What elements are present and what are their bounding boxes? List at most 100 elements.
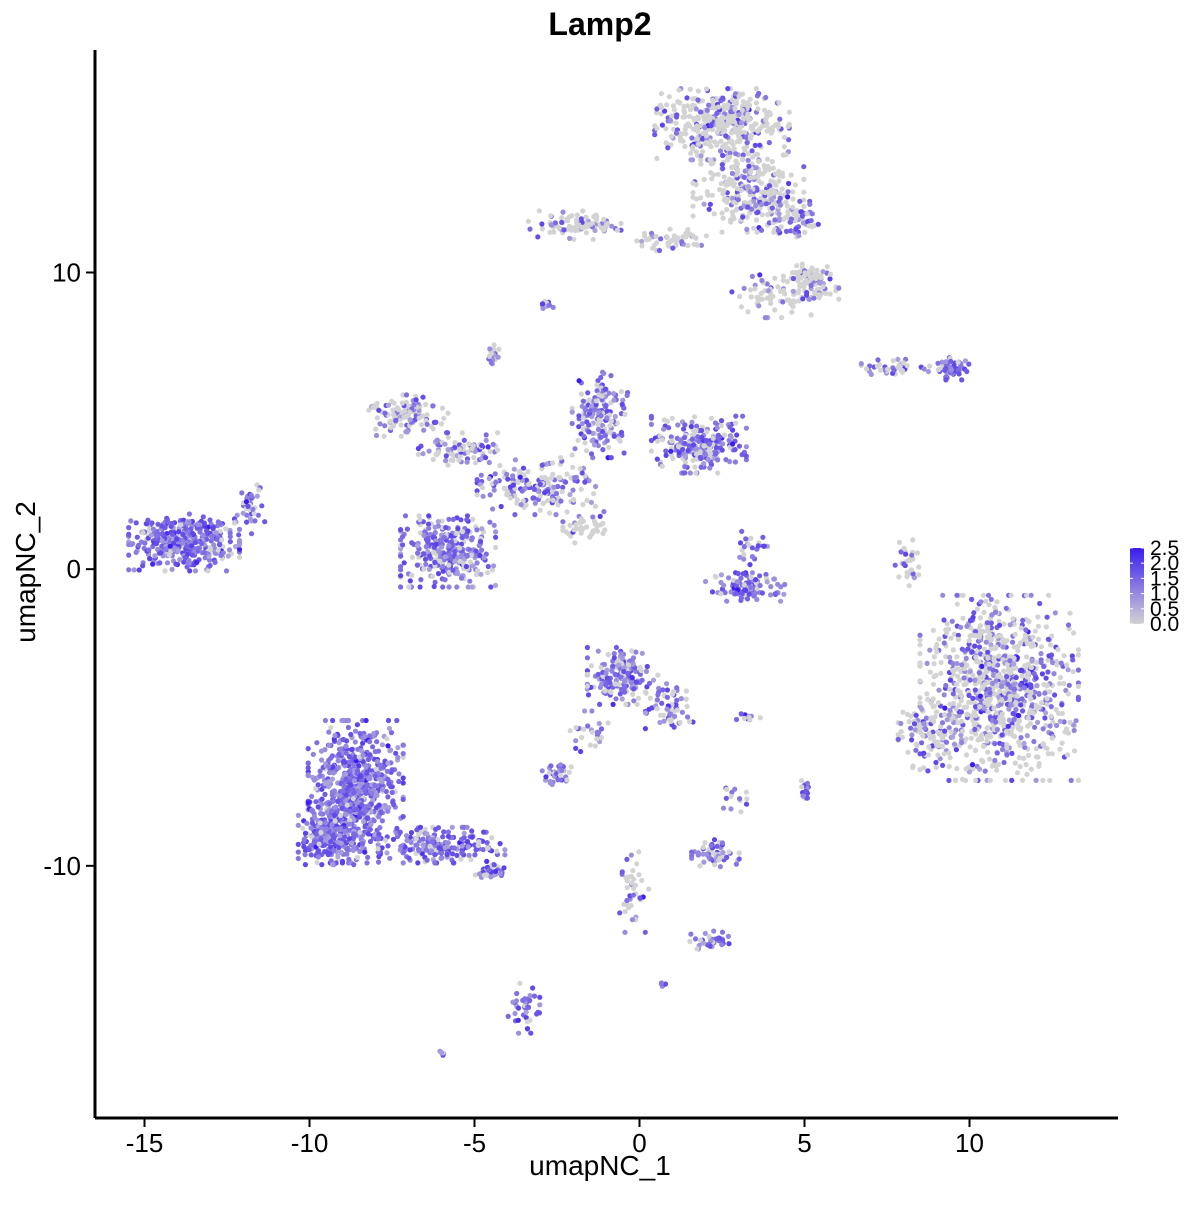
data-point (398, 573, 404, 579)
data-point (984, 733, 990, 739)
data-point (185, 559, 191, 566)
data-point (586, 397, 592, 403)
data-point (980, 592, 987, 598)
data-point (993, 719, 999, 725)
data-point (582, 440, 588, 446)
data-point (754, 229, 760, 235)
data-point (801, 203, 807, 209)
data-point (766, 220, 773, 226)
data-point (999, 711, 1005, 717)
data-point (725, 86, 731, 92)
data-point (404, 429, 410, 435)
data-point (991, 691, 997, 697)
data-point (694, 123, 700, 129)
data-point (454, 584, 460, 590)
data-point (1009, 750, 1015, 757)
data-point (717, 148, 724, 154)
data-point (1039, 700, 1045, 706)
data-point (445, 833, 451, 839)
data-point (416, 848, 422, 854)
data-point (972, 747, 979, 753)
data-point (1065, 730, 1072, 736)
data-point (1017, 667, 1024, 674)
data-point (346, 836, 353, 842)
data-point (1055, 646, 1061, 653)
data-point (150, 526, 157, 532)
data-point (730, 177, 736, 183)
data-point (1075, 652, 1081, 658)
data-point (768, 592, 774, 598)
data-point (1057, 718, 1063, 724)
data-point (580, 501, 586, 508)
data-point (700, 149, 706, 155)
data-point (936, 687, 942, 693)
data-point (747, 134, 753, 140)
data-point (777, 202, 784, 208)
data-point (452, 558, 458, 564)
data-point (423, 401, 429, 407)
data-point (375, 859, 382, 865)
data-point (342, 771, 349, 777)
data-point (690, 126, 697, 132)
data-point (684, 95, 690, 101)
data-point (648, 413, 655, 419)
data-point (315, 804, 321, 810)
data-point (906, 583, 912, 589)
data-point (339, 788, 345, 794)
data-point (1010, 710, 1016, 717)
data-point (1043, 710, 1049, 716)
data-point (560, 524, 566, 530)
data-point (751, 593, 757, 599)
data-point (788, 216, 795, 222)
data-point (654, 456, 660, 462)
data-point (382, 423, 388, 429)
data-point (180, 531, 186, 538)
data-point (690, 96, 696, 102)
data-point (1047, 777, 1053, 784)
data-point (396, 771, 402, 777)
data-point (431, 583, 437, 590)
data-point (664, 418, 671, 424)
data-point (903, 551, 909, 557)
data-point (532, 511, 538, 518)
data-point (351, 762, 357, 768)
data-point (566, 214, 572, 220)
data-point (691, 115, 697, 121)
data-point (342, 828, 348, 834)
data-point (491, 487, 497, 493)
data-point (989, 763, 996, 769)
data-point (741, 552, 747, 558)
data-point (380, 787, 386, 793)
data-point (430, 456, 436, 463)
data-point (972, 677, 978, 683)
data-point (393, 417, 399, 424)
data-point (703, 233, 710, 239)
data-point (402, 408, 408, 414)
data-point (384, 850, 390, 856)
data-point (1024, 654, 1030, 660)
data-point (766, 140, 772, 146)
data-point (779, 186, 785, 192)
data-point (357, 773, 363, 779)
data-point (752, 286, 758, 292)
data-point (545, 497, 551, 504)
data-point (699, 98, 706, 104)
data-point (720, 191, 726, 197)
data-point (988, 596, 994, 603)
data-point (1022, 744, 1028, 751)
data-point (736, 112, 742, 118)
data-point (698, 464, 704, 470)
data-point (146, 547, 152, 553)
data-point (388, 730, 395, 736)
data-point (611, 391, 617, 397)
data-point (346, 754, 352, 760)
data-point (724, 146, 731, 152)
data-point (699, 427, 705, 434)
data-point (1001, 759, 1007, 766)
data-point (661, 426, 667, 432)
data-point (731, 118, 737, 125)
data-point (1064, 662, 1070, 668)
data-point (955, 359, 961, 365)
data-point (722, 590, 728, 596)
data-point (904, 363, 910, 369)
